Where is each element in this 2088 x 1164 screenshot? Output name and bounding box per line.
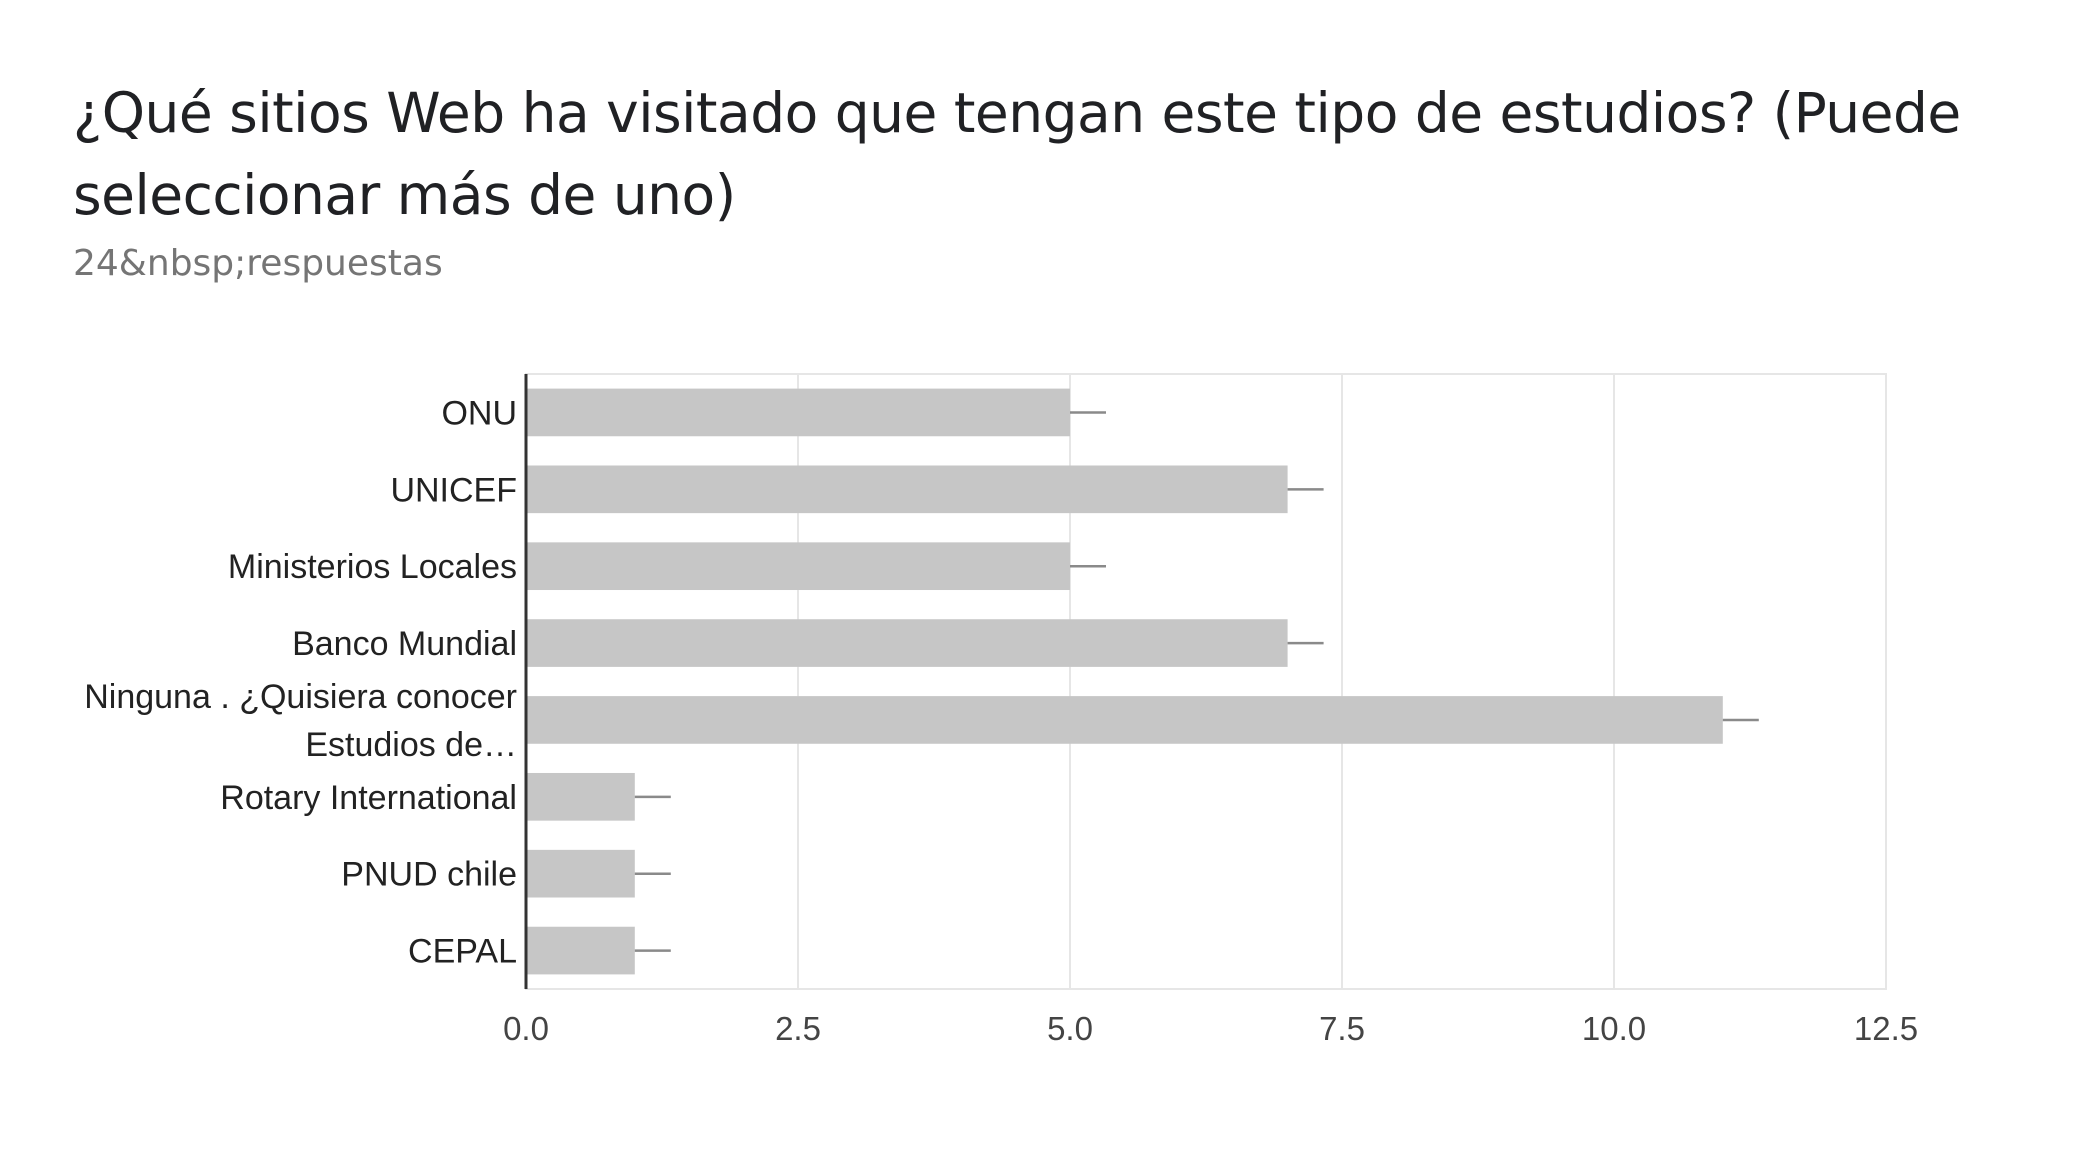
y-category-label: CEPAL bbox=[408, 933, 517, 971]
x-tick-label: 12.5 bbox=[1854, 1010, 1918, 1047]
bar bbox=[526, 542, 1070, 591]
y-category-label-line: Ninguna . ¿Quisiera conocer bbox=[84, 678, 517, 716]
y-category-label-line: ONU bbox=[441, 394, 517, 432]
bar bbox=[526, 849, 635, 898]
y-category-label: PNUD chile bbox=[341, 856, 517, 894]
y-category-label-line: PNUD chile bbox=[341, 856, 517, 894]
y-category-label-line: Banco Mundial bbox=[292, 625, 517, 663]
bar bbox=[526, 619, 1288, 667]
chart-title: ¿Qué sitios Web ha visitado que tengan e… bbox=[73, 81, 1961, 227]
y-category-label: Ninguna . ¿Quisiera conocer Estudios de… bbox=[84, 678, 517, 764]
y-category-label: UNICEF bbox=[390, 471, 517, 509]
y-category-label-line: CEPAL bbox=[408, 933, 517, 971]
bar bbox=[526, 696, 1723, 744]
y-category-label-line: UNICEF bbox=[390, 471, 517, 509]
y-category-label: Rotary International bbox=[220, 779, 517, 817]
x-tick-label: 2.5 bbox=[775, 1010, 821, 1047]
bar bbox=[526, 926, 635, 975]
y-category-label-line: Rotary International bbox=[220, 779, 517, 817]
x-tick-label: 5.0 bbox=[1047, 1010, 1093, 1047]
y-category-label-line: Ministerios Locales bbox=[228, 548, 517, 586]
y-category-label-line: Estudios de… bbox=[305, 726, 517, 764]
x-tick-label: 10.0 bbox=[1582, 1010, 1646, 1047]
chart-header: ¿Qué sitios Web ha visitado que tengan e… bbox=[73, 72, 2033, 288]
x-tick-label: 7.5 bbox=[1319, 1010, 1365, 1047]
response-count: 24&nbsp;respuestas bbox=[73, 243, 443, 284]
bar bbox=[526, 465, 1288, 514]
bar bbox=[526, 772, 635, 821]
y-category-label: Banco Mundial bbox=[292, 625, 517, 663]
y-category-label: ONU bbox=[441, 394, 517, 432]
bar bbox=[526, 388, 1070, 437]
x-tick-label: 0.0 bbox=[503, 1010, 549, 1047]
y-category-label: Ministerios Locales bbox=[228, 548, 517, 586]
